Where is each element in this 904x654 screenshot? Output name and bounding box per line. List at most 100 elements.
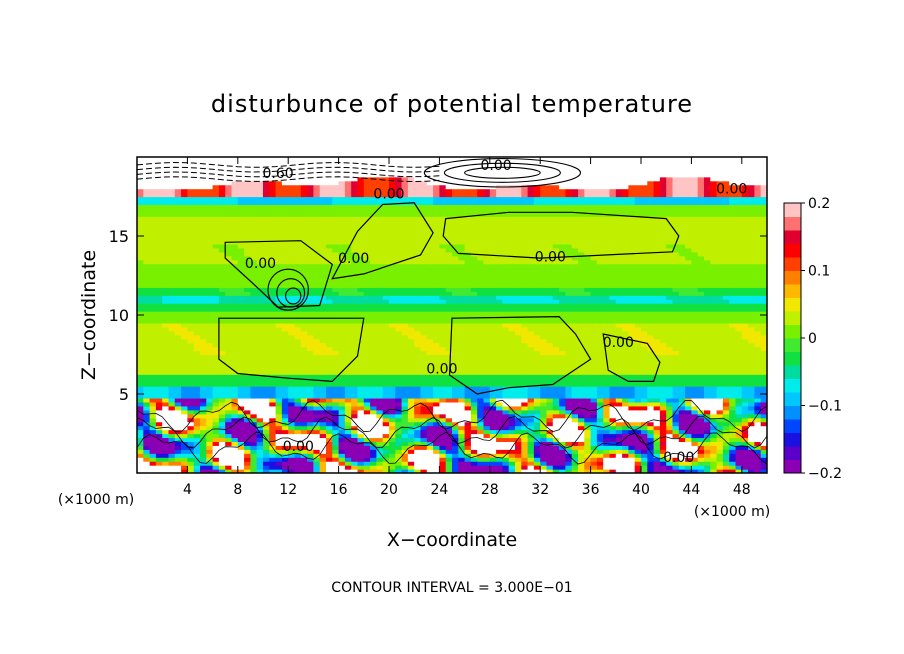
heatmap-cell [231,334,239,340]
heatmap-cell [263,354,270,360]
heatmap-cell [470,457,478,462]
heatmap-cell [237,279,245,284]
heatmap-cell [363,413,371,419]
heatmap-cell [288,224,296,229]
heatmap-cell [174,413,182,419]
heatmap-cell [502,461,510,466]
heatmap-cell [489,318,497,324]
heatmap-cell [300,251,308,257]
heatmap-cell [445,437,453,442]
heatmap-cell [319,232,327,237]
heatmap-cell [162,224,170,229]
heatmap-cell [489,208,497,213]
heatmap-cell [231,188,239,194]
heatmap-cell [155,204,163,209]
heatmap-cell [470,208,478,213]
heatmap-cell [225,279,233,284]
heatmap-cell [193,224,201,229]
heatmap-cell [174,267,182,273]
heatmap-cell [200,334,207,340]
heatmap-cell [244,378,251,383]
heatmap-cell [502,465,510,470]
heatmap-cell [319,263,327,269]
heatmap-cell [307,413,314,419]
heatmap-cell [313,461,321,466]
heatmap-cell [515,299,522,304]
heatmap-cell [319,390,327,395]
heatmap-cell [137,453,144,458]
heatmap-cell [496,299,503,304]
heatmap-cell [458,204,466,209]
heatmap-cell [244,192,251,198]
heatmap-cell [445,247,453,253]
heatmap-cell [218,200,226,205]
heatmap-cell [452,251,459,257]
heatmap-cell [445,366,453,371]
heatmap-cell [212,212,220,217]
heatmap-cell [237,366,245,371]
heatmap-cell [496,342,503,348]
heatmap-cell [187,172,195,178]
heatmap-cell [225,180,233,186]
heatmap-cell [181,397,188,403]
heatmap-cell [256,362,264,367]
heatmap-cell [275,370,283,375]
heatmap-cell [300,413,308,419]
heatmap-cell [376,366,384,371]
heatmap-cell [401,247,409,253]
heatmap-cell [313,425,321,431]
heatmap-cell [162,457,170,462]
heatmap-cell [269,287,277,292]
heatmap-cell [326,350,333,356]
heatmap-cell [452,192,459,198]
heatmap-cell [338,232,346,237]
heatmap-cell [357,425,365,431]
heatmap-cell [275,425,283,431]
heatmap-cell [300,200,308,205]
heatmap-cell [212,421,220,427]
heatmap-cell [218,461,226,466]
heatmap-cell [256,318,264,324]
heatmap-cell [389,239,396,245]
heatmap-cell [281,259,289,265]
heatmap-cell [281,350,289,356]
heatmap-cell [458,287,466,292]
heatmap-cell [477,453,485,458]
heatmap-cell [445,212,453,217]
heatmap-cell [433,318,440,324]
heatmap-cell [426,354,434,360]
heatmap-cell [508,441,516,446]
heatmap-cell [200,303,207,308]
heatmap-cell [502,330,510,336]
heatmap-cell [143,469,151,473]
heatmap-cell [218,168,226,174]
heatmap-cell [300,232,308,237]
heatmap-cell [263,417,270,423]
heatmap-cell [193,287,201,292]
heatmap-cell [370,251,377,257]
heatmap-cell [181,315,188,320]
heatmap-cell [502,338,510,344]
heatmap-cell [414,409,422,415]
heatmap-cell [395,358,403,363]
heatmap-cell [351,421,359,427]
heatmap-cell [281,374,289,379]
heatmap-cell [420,220,428,225]
heatmap-cell [414,374,422,379]
heatmap-cell [294,236,302,241]
heatmap-cell [326,338,333,344]
heatmap-cell [250,251,258,257]
heatmap-cell [420,311,428,316]
heatmap-cell [332,405,340,411]
heatmap-cell [200,275,207,281]
heatmap-cell [256,283,264,288]
heatmap-cell [300,453,308,458]
heatmap-cell [250,457,258,462]
heatmap-cell [231,457,239,462]
heatmap-cell [149,342,157,348]
heatmap-cell [218,184,226,190]
heatmap-cell [281,441,289,446]
heatmap-cell [464,295,472,300]
heatmap-cell [149,338,157,344]
heatmap-cell [389,322,396,328]
